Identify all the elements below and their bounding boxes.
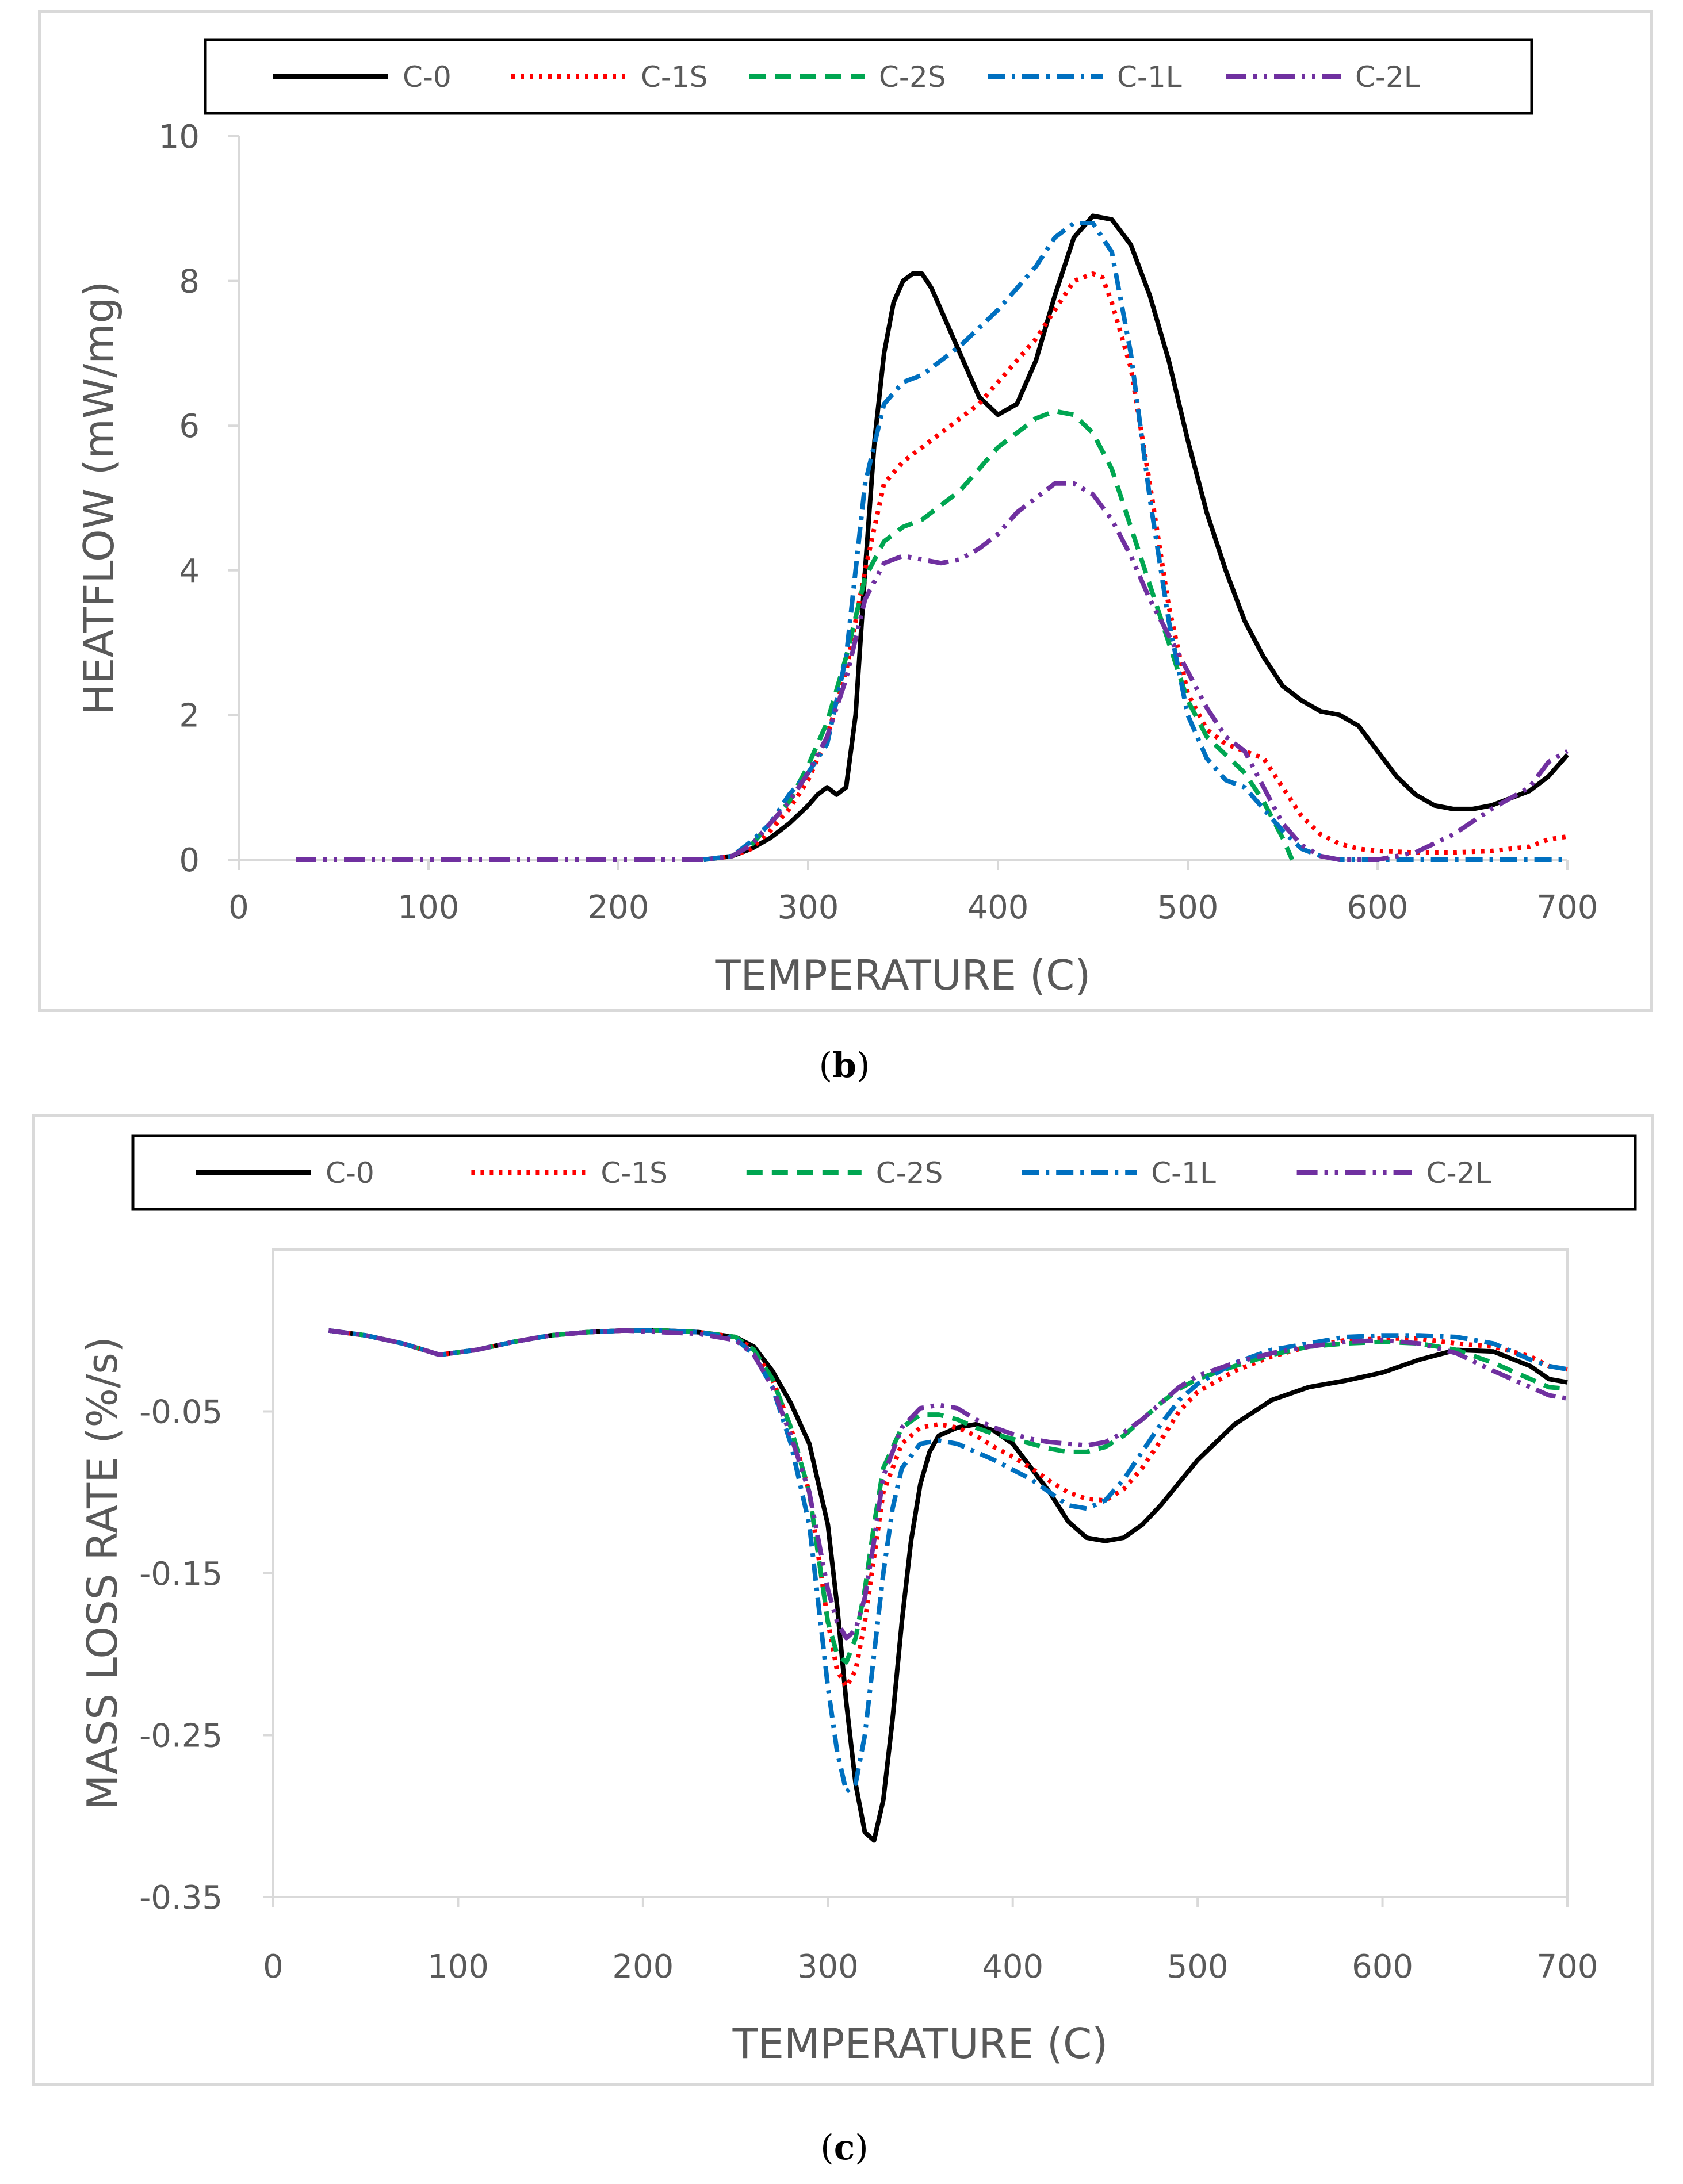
x-tick-label: 600 [1352,1948,1413,1986]
x-tick-label: 700 [1537,1948,1598,1986]
legend-label-c-1s: C-1S [600,1156,668,1190]
x-tick-label: 100 [427,1948,489,1986]
y-tick-label: 2 [179,697,200,734]
legend-box [204,38,1533,115]
mass-loss-rate-chart: 0 100 200 300 400 500 600 700 -0.35 -0.25 -0.15 -0.… [78,1134,1637,2068]
series-line-c-1s [703,271,1568,862]
legend-label-c-2l: C-2L [1355,60,1420,94]
x-tick-label: 300 [778,889,839,926]
panel-caption-b: (b) [818,1045,870,1086]
y-tick-label: -0.05 [139,1394,223,1431]
y-axis-title: MASS LOSS RATE (%/s) [78,1336,127,1810]
x-axis-title: TEMPERATURE (C) [715,951,1091,999]
x-tick-label: 600 [1347,889,1409,926]
plot-area-frame [272,1248,1569,1898]
x-tick-label: 500 [1167,1948,1229,1986]
series-line-c-2l [296,481,1569,862]
legend-label-c-1l: C-1L [1117,60,1182,94]
legend-label-c-0: C-0 [403,60,452,94]
y-axis-title: HEATFLOW (mW/mg) [75,281,123,715]
legend-label-c-0: C-0 [326,1156,374,1190]
y-tick-label: 10 [159,118,200,156]
chart-panel-c: 0 100 200 300 400 500 600 700 -0.35 -0.25 -0.15 -0.… [32,1114,1654,2086]
series-line-c-2s [703,409,1295,862]
x-axis-title: TEMPERATURE (C) [732,2020,1108,2068]
legend-label-c-2l: C-2L [1426,1156,1491,1190]
x-tick-label: 500 [1157,889,1219,926]
x-tick-label: 0 [228,889,249,926]
y-tick-label: 0 [179,842,200,879]
legend-label-c-2s: C-2S [879,60,946,94]
legend-label-c-2s: C-2S [876,1156,943,1190]
x-tick-label: 200 [588,889,649,926]
y-tick-label: 8 [179,263,200,301]
x-tick-label: 300 [797,1948,859,1986]
x-tick-label: 400 [982,1948,1043,1986]
series-line-c-1s [328,1328,1568,1689]
x-tick-label: 200 [612,1948,674,1986]
y-tick-label: -0.15 [139,1555,223,1593]
y-tick-label: 6 [179,408,200,445]
x-tick-label: 100 [398,889,460,926]
chart-panel-b: 0 100 200 300 400 500 600 700 0 2 4 6 8 10 TEMPERATURE… [38,10,1653,1012]
legend-label-c-1s: C-1S [641,60,708,94]
heatflow-chart: 0 100 200 300 400 500 600 700 0 2 4 6 8 10 TEMPERATURE… [75,38,1598,999]
series-line-c-1l [328,1328,1568,1794]
series-line-c-2s [328,1328,1568,1665]
series-line-c-0 [703,213,1570,862]
y-tick-label: -0.35 [139,1879,223,1917]
legend-label-c-1l: C-1L [1151,1156,1216,1190]
x-tick-label: 400 [967,889,1029,926]
x-tick-label: 0 [263,1948,284,1986]
y-tick-label: 4 [179,553,200,590]
panel-caption-c: (c) [820,2128,869,2168]
series-line-c-2l [328,1328,1568,1641]
y-tick-label: -0.25 [139,1718,223,1755]
series-line-c-1l [703,221,1567,862]
series-line-c-0 [328,1328,1568,1843]
x-tick-label: 700 [1537,889,1598,926]
